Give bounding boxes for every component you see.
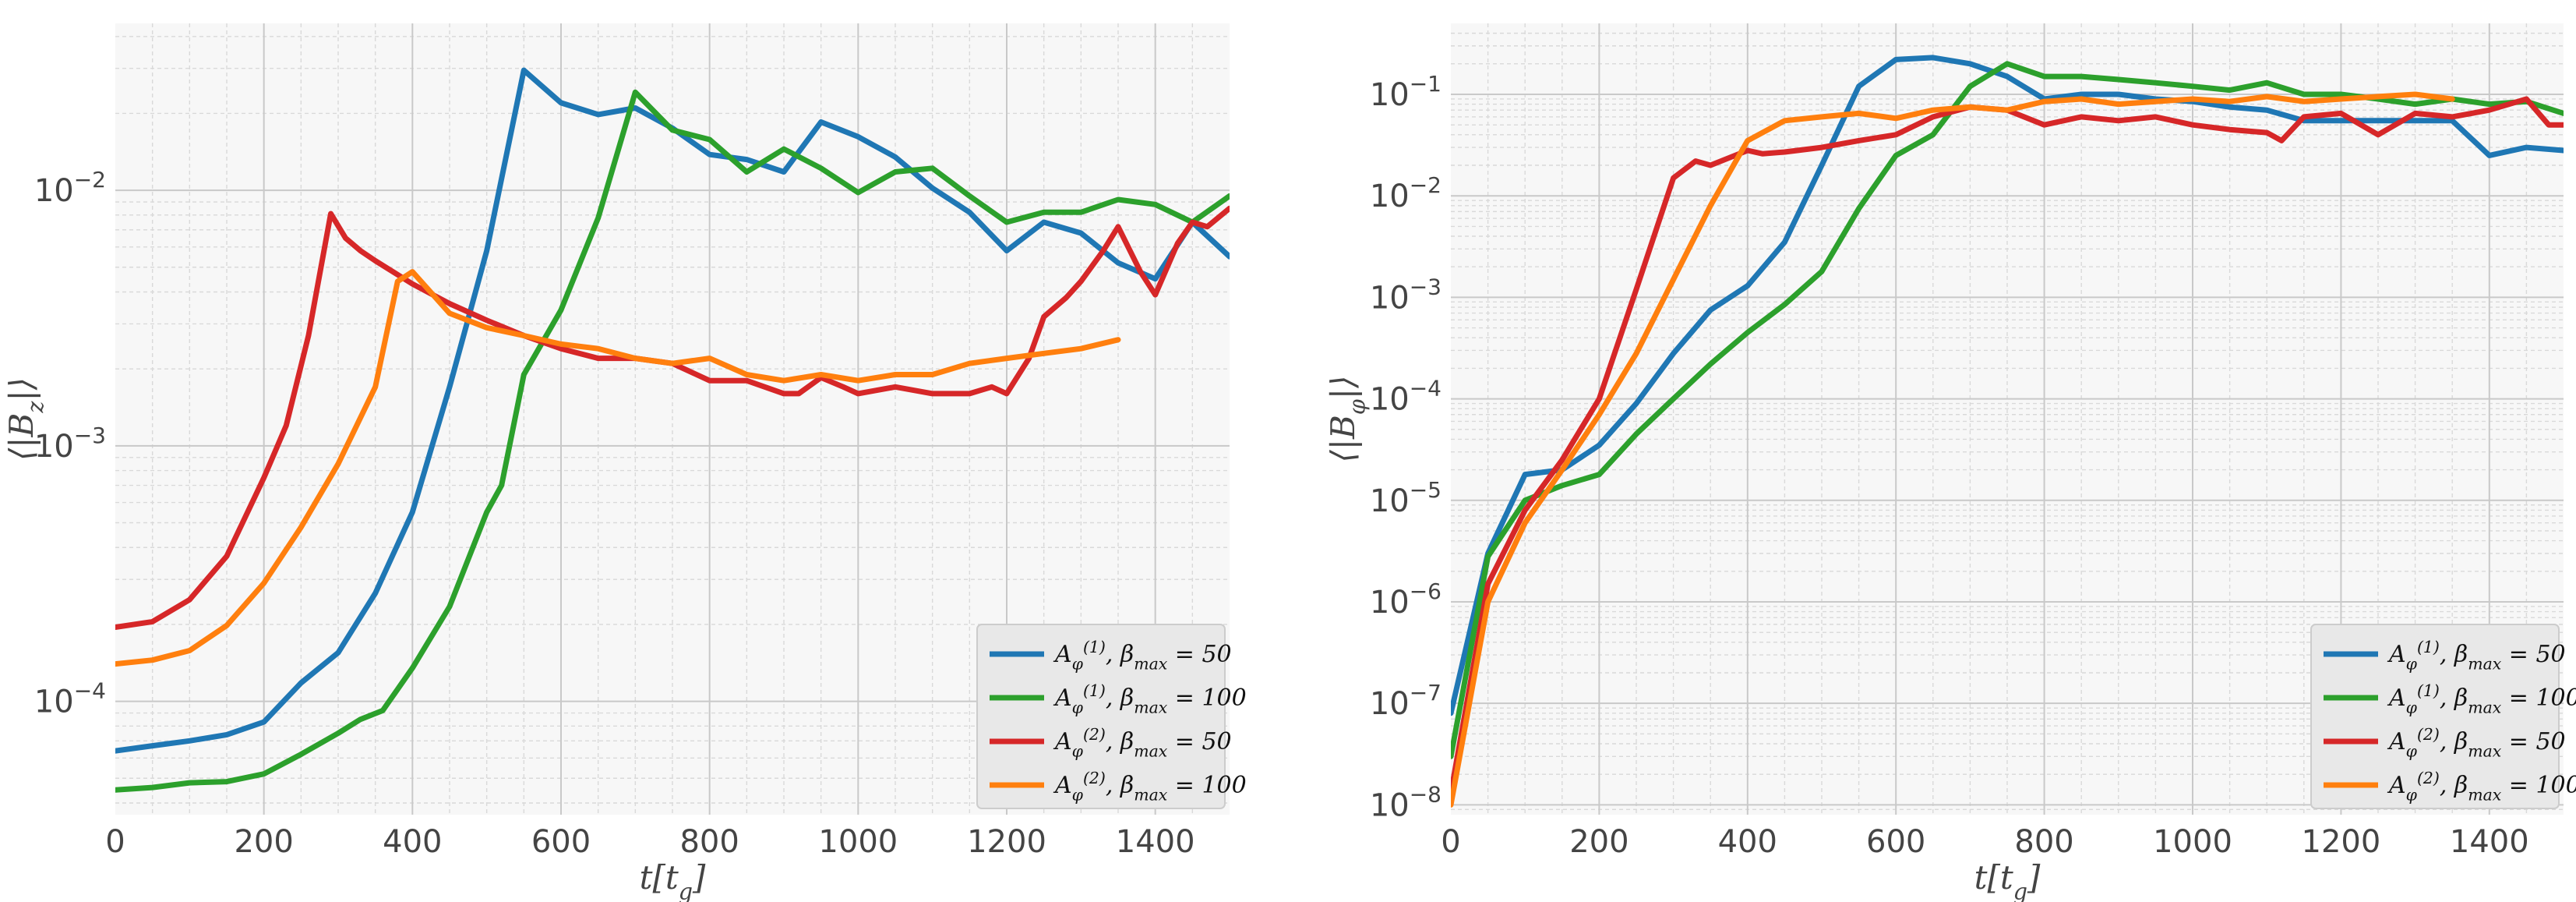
y-tick-label: 10−3 — [34, 423, 106, 465]
y-tick-label: 10−7 — [1370, 680, 1442, 722]
y-axis-label: ⟨|Bz|⟩ — [2, 377, 48, 461]
x-tick-label: 600 — [1866, 824, 1925, 860]
legend-entry: Aφ(1), βmax = 50 — [1053, 638, 1232, 674]
legend-entry: Aφ(1), βmax = 50 — [2387, 638, 2566, 674]
legend-entry: Aφ(2), βmax = 50 — [1053, 725, 1232, 761]
x-tick-label: 600 — [531, 824, 591, 860]
legend-entry: Aφ(1), βmax = 100 — [1053, 681, 1247, 717]
series-line-3 — [115, 205, 1230, 630]
legend-entry: Aφ(2), βmax = 100 — [1053, 769, 1247, 805]
y-tick-label: 10−4 — [34, 678, 106, 720]
x-tick-label: 1000 — [2153, 824, 2232, 860]
y-tick-label: 10−1 — [1370, 71, 1442, 113]
x-tick-label: 0 — [105, 824, 125, 860]
x-tick-label: 200 — [1569, 824, 1629, 860]
x-tick-label: 400 — [383, 824, 442, 860]
y-tick-label: 10−4 — [1370, 376, 1442, 418]
y-tick-label: 10−5 — [1370, 477, 1442, 519]
series-line-4 — [115, 269, 1121, 667]
legend: Aφ(1), βmax = 50 Aφ(1), βmax = 100 Aφ(2), … — [2310, 624, 2576, 809]
y-tick-label: 10−6 — [1370, 578, 1442, 621]
grid — [1451, 23, 2564, 815]
x-tick-label: 1400 — [2450, 824, 2529, 860]
legend: Aφ(1), βmax = 50 Aφ(1), βmax = 100 Aφ(2), … — [976, 624, 1247, 809]
legend-entry: Aφ(2), βmax = 100 — [2387, 769, 2576, 805]
legend-entry: Aφ(1), βmax = 100 — [2387, 681, 2576, 717]
x-tick-label: 1000 — [818, 824, 898, 860]
x-tick-label: 800 — [679, 824, 739, 860]
x-tick-label: 800 — [2014, 824, 2073, 860]
series-line-1 — [1451, 55, 2564, 716]
x-tick-label: 1200 — [967, 824, 1046, 860]
chart-panel-2: 0 200 400 600 800 1000 1200 1400 10−8 10−7 10−6 10−… — [1324, 23, 2576, 902]
x-axis-label: t[tg] — [640, 858, 706, 902]
chart-panel-1: 0 200 400 600 800 1000 1200 1400 10−4 10−3 10−2 t[t… — [2, 23, 1247, 902]
y-tick-label: 10−3 — [1370, 274, 1442, 316]
x-tick-label: 1200 — [2302, 824, 2381, 860]
y-tick-label: 10−8 — [1370, 781, 1442, 823]
x-axis-label: t[tg] — [1974, 858, 2041, 902]
x-tick-label: 0 — [1441, 824, 1460, 860]
x-tick-label: 1400 — [1116, 824, 1195, 860]
series-line-2 — [115, 89, 1230, 793]
y-axis-label: ⟨|Bφ|⟩ — [1324, 376, 1370, 463]
series-line-4 — [1451, 91, 2455, 808]
y-tick-label: 10−2 — [34, 167, 106, 209]
y-tick-label: 10−2 — [1370, 172, 1442, 214]
x-tick-label: 200 — [234, 824, 293, 860]
legend-entry: Aφ(2), βmax = 50 — [2387, 725, 2566, 761]
x-tick-label: 400 — [1718, 824, 1777, 860]
